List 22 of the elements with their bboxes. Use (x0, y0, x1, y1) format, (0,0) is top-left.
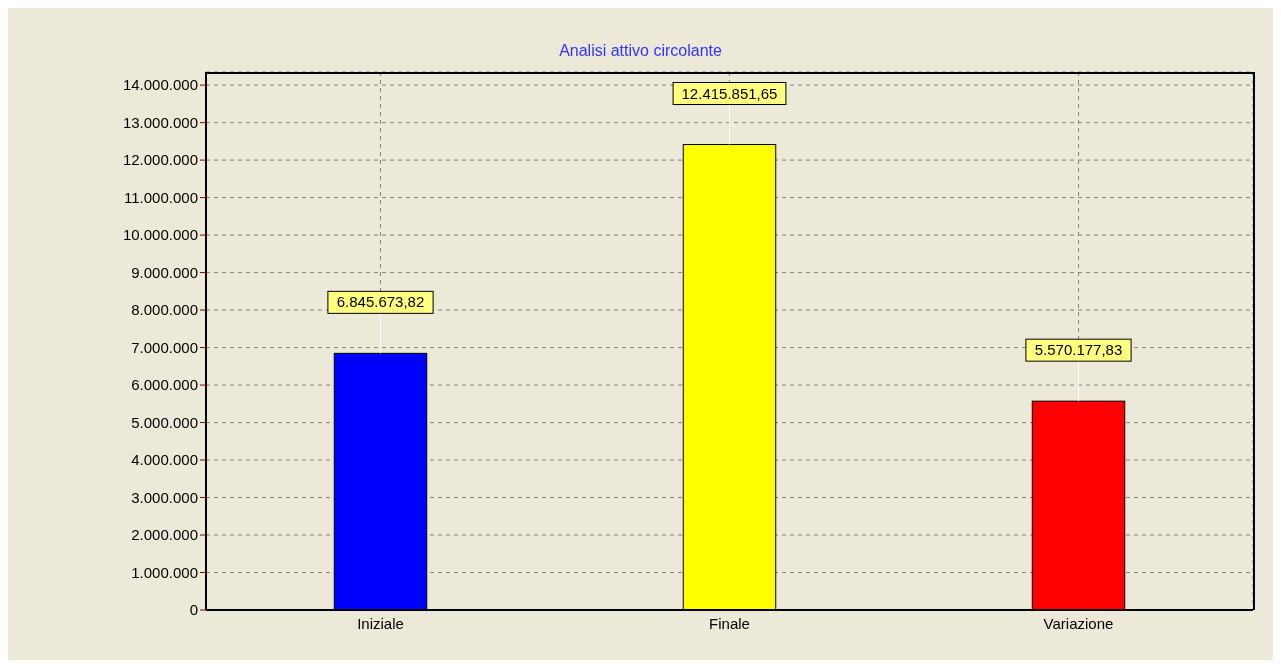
data-label: 12.415.851,65 (681, 84, 778, 102)
x-tick-label: Iniziale (357, 614, 404, 632)
data-label: 5.570.177,83 (1034, 341, 1123, 359)
y-tick-label: 7.000.000 (131, 338, 198, 356)
y-tick-label: 10.000.000 (122, 226, 198, 244)
y-tick-label: 5.000.000 (131, 413, 198, 431)
y-tick-label: 9.000.000 (131, 263, 198, 281)
y-tick-label: 1.000.000 (131, 563, 198, 581)
data-label: 6.845.673,82 (336, 293, 425, 311)
y-tick-label: 2.000.000 (131, 526, 198, 544)
y-tick-label: 0 (189, 601, 198, 619)
y-tick-label: 11.000.000 (124, 188, 198, 206)
y-tick-label: 14.000.000 (122, 76, 198, 94)
y-tick-label: 3.000.000 (131, 488, 198, 506)
y-tick-label: 12.000.000 (122, 151, 198, 169)
y-tick-label: 6.000.000 (131, 376, 198, 394)
y-tick-label: 8.000.000 (131, 301, 198, 319)
x-tick-label: Finale (709, 614, 750, 632)
x-tick-label: Variazione (1043, 614, 1114, 632)
chart-title: Analisi attivo circolante (558, 42, 723, 60)
y-tick-label: 4.000.000 (131, 451, 198, 469)
y-tick-label: 13.000.000 (122, 113, 198, 131)
